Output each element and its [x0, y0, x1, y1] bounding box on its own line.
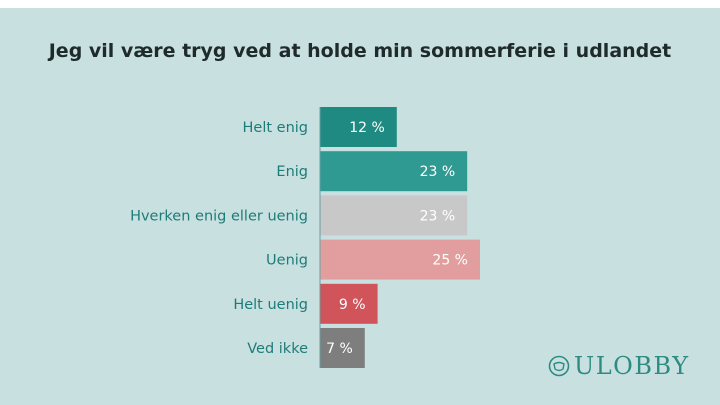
bars-layer: Helt enig 12 % Enig 23 % Hverken enig eller …	[130, 107, 480, 368]
value-label-4: 9 %	[339, 297, 366, 313]
bar-0	[320, 107, 397, 147]
category-label-2: Hverken enig eller uenig	[130, 208, 308, 224]
category-label-5: Ved ikke	[247, 341, 308, 357]
bar-3	[320, 239, 480, 280]
value-label-3: 25 %	[432, 253, 468, 269]
category-label-4: Helt uenig	[233, 297, 308, 313]
value-label-0: 12 %	[349, 120, 385, 136]
category-label-0: Helt enig	[243, 120, 309, 136]
brand-name: ULOBBY	[574, 352, 690, 380]
category-label-3: Uenig	[266, 253, 308, 269]
bar-2	[320, 195, 468, 236]
value-label-5: 7 %	[326, 341, 353, 357]
ulobby-logo: ULOBBY	[548, 352, 690, 380]
value-label-1: 23 %	[420, 164, 456, 180]
bar-5	[320, 328, 365, 368]
category-label-1: Enig	[276, 164, 308, 180]
value-label-2: 23 %	[420, 208, 456, 224]
chart-title: Jeg vil være tryg ved at holde min somme…	[48, 40, 672, 62]
bar-4	[320, 283, 378, 324]
ulobby-logo-icon	[548, 355, 570, 377]
bar-1	[320, 151, 468, 192]
